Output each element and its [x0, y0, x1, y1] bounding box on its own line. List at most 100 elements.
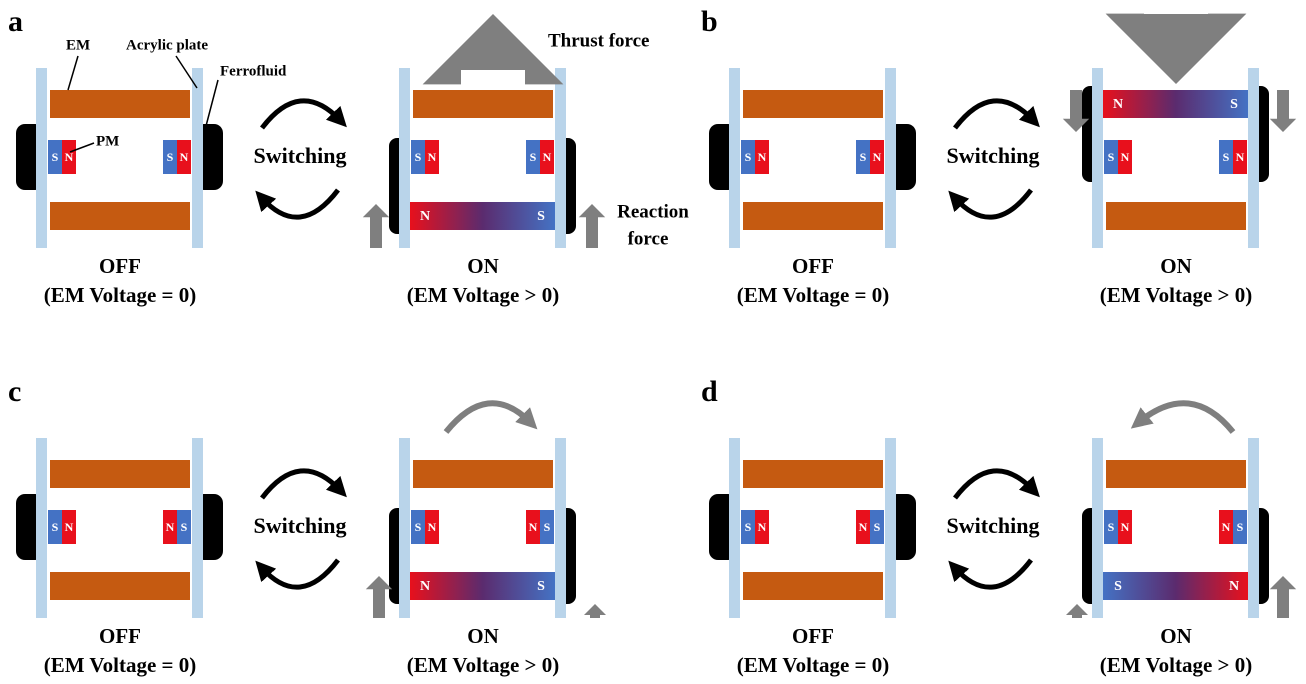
switching-arrow: [955, 101, 1033, 128]
acrylic-plate: [1092, 438, 1103, 618]
magnet-pole: N: [758, 150, 767, 164]
magnet-pole: S: [52, 520, 59, 534]
em-pole: S: [1230, 97, 1238, 112]
force-arrow: [366, 576, 392, 618]
magnet-pole: N: [1236, 150, 1245, 164]
magnet-pole: S: [745, 150, 752, 164]
state-condition: (EM Voltage > 0): [1100, 653, 1253, 677]
state-label: ON: [1160, 254, 1192, 278]
magnet-pole: S: [544, 520, 551, 534]
magnet-pole: S: [181, 520, 188, 534]
magnet-pole: N: [543, 150, 552, 164]
state-label: ON: [467, 254, 499, 278]
state-condition: (EM Voltage > 0): [407, 653, 560, 677]
switching-arrow: [955, 190, 1031, 217]
figure: aSNSNOFF(EM Voltage = 0)NSSNSNON(EM Volt…: [0, 0, 1306, 684]
electromagnet: [50, 90, 190, 118]
panel-label: a: [8, 5, 23, 38]
annotation: Acrylic plate: [126, 37, 208, 53]
leader-line: [206, 80, 218, 126]
electromagnet: [413, 460, 553, 488]
magnet-pole: S: [1108, 520, 1115, 534]
em-pole: N: [1229, 579, 1239, 594]
magnet-pole: S: [52, 150, 59, 164]
electromagnet-active: [410, 202, 555, 230]
panel-label: d: [701, 375, 718, 408]
magnet-pole: N: [873, 150, 882, 164]
leader-line: [68, 56, 78, 90]
state-label: OFF: [99, 254, 141, 278]
magnet-pole: N: [859, 520, 868, 534]
acrylic-plate: [399, 68, 410, 248]
em-pole: S: [1114, 579, 1122, 594]
electromagnet: [1106, 202, 1246, 230]
magnet-pole: S: [1237, 520, 1244, 534]
em-pole: S: [537, 209, 545, 224]
electromagnet: [743, 460, 883, 488]
panel: bSNSNOFF(EM Voltage = 0)NSSNSNON(EM Volt…: [701, 5, 1296, 307]
magnet-pole: S: [415, 520, 422, 534]
electromagnet: [743, 572, 883, 600]
electromagnet: [50, 572, 190, 600]
acrylic-plate: [729, 68, 740, 248]
electromagnet: [50, 202, 190, 230]
electromagnet: [50, 460, 190, 488]
state-label: ON: [467, 624, 499, 648]
state-condition: (EM Voltage = 0): [737, 653, 890, 677]
acrylic-plate: [1248, 68, 1259, 248]
annotation: PM: [96, 133, 119, 149]
switching-arrow: [262, 471, 340, 498]
switching-arrow: [262, 190, 338, 217]
acrylic-plate: [555, 68, 566, 248]
acrylic-plate: [399, 438, 410, 618]
switching-label: Switching: [254, 143, 347, 168]
electromagnet: [413, 90, 553, 118]
electromagnet-active: [410, 572, 555, 600]
magnet-pole: N: [180, 150, 189, 164]
magnet-pole: N: [529, 520, 538, 534]
acrylic-plate: [1092, 68, 1103, 248]
magnet-pole: S: [860, 150, 867, 164]
switching-label: Switching: [254, 513, 347, 538]
switching-label: Switching: [947, 513, 1040, 538]
em-pole: S: [537, 579, 545, 594]
magnet-pole: S: [530, 150, 537, 164]
acrylic-plate: [36, 68, 47, 248]
acrylic-plate: [192, 68, 203, 248]
magnet-pole: S: [167, 150, 174, 164]
force-arrow: [1106, 14, 1247, 84]
panel-label: b: [701, 5, 718, 38]
rotation-arrow: [1139, 403, 1233, 432]
magnet-pole: N: [166, 520, 175, 534]
electromagnet: [743, 90, 883, 118]
magnet-pole: N: [1222, 520, 1231, 534]
force-arrow: [1270, 576, 1296, 618]
electromagnet-active: [1103, 572, 1248, 600]
acrylic-plate: [192, 438, 203, 618]
acrylic-plate: [1248, 438, 1259, 618]
force-arrow: [423, 14, 564, 84]
electromagnet-active: [1103, 90, 1248, 118]
acrylic-plate: [729, 438, 740, 618]
acrylic-plate: [36, 438, 47, 618]
annotation: Thrust force: [548, 30, 650, 51]
force-arrow: [584, 604, 606, 618]
em-pole: N: [420, 209, 430, 224]
force-arrow: [1066, 604, 1088, 618]
switching-label: Switching: [947, 143, 1040, 168]
state-condition: (EM Voltage = 0): [737, 283, 890, 307]
electromagnet: [1106, 460, 1246, 488]
electromagnet: [743, 202, 883, 230]
rotation-arrow: [446, 403, 530, 432]
magnet-pole: S: [1223, 150, 1230, 164]
force-arrow: [1270, 90, 1296, 132]
state-label: ON: [1160, 624, 1192, 648]
state-condition: (EM Voltage > 0): [407, 283, 560, 307]
annotation: EM: [66, 37, 90, 53]
panel-label: c: [8, 375, 21, 408]
switching-arrow: [955, 471, 1033, 498]
switching-arrow: [262, 560, 338, 587]
magnet-pole: N: [758, 520, 767, 534]
